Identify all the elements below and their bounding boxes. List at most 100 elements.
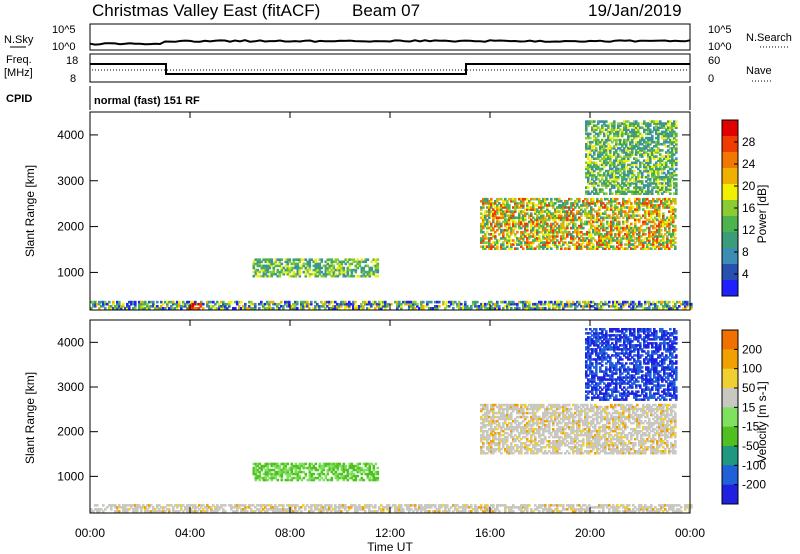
power-cell [585, 132, 588, 136]
power-cell [420, 302, 423, 306]
power-cell [248, 307, 251, 310]
velocity-cell [596, 506, 599, 509]
power-cell [342, 270, 346, 274]
velocity-cell [586, 510, 589, 513]
velocity-cell [106, 506, 109, 509]
power-cell [516, 239, 519, 242]
velocity-cell [368, 466, 372, 470]
velocity-cell [638, 504, 641, 507]
power-cell [635, 149, 638, 152]
power-cell [494, 210, 497, 213]
velocity-cell [272, 506, 275, 509]
velocity-cell [134, 508, 137, 511]
velocity-cell [372, 464, 376, 468]
velocity-cell [434, 506, 437, 509]
power-cell [568, 197, 571, 201]
power-cell [210, 307, 213, 310]
power-cell [500, 224, 503, 228]
power-cell [651, 169, 654, 173]
power-cell [675, 124, 678, 127]
power-cell [655, 161, 658, 165]
power-cell [657, 147, 660, 150]
power-cell [629, 140, 632, 144]
power-colorbar-tick-label: 24 [742, 157, 756, 171]
power-cell [648, 302, 651, 306]
power-cell [492, 220, 495, 224]
velocity-cell [284, 464, 288, 468]
power-cell [668, 216, 671, 220]
power-cell [587, 153, 590, 156]
velocity-cell [460, 506, 463, 509]
velocity-cell [536, 508, 539, 511]
power-cell [176, 305, 179, 308]
power-cell [520, 220, 523, 224]
velocity-cell [386, 504, 389, 507]
power-cell [548, 305, 551, 308]
power-cell [538, 222, 541, 226]
velocity-cell [480, 452, 483, 455]
power-cell [591, 140, 594, 144]
power-cell [610, 208, 613, 211]
power-cell [603, 120, 606, 123]
power-cell [366, 307, 369, 310]
power-cell [609, 167, 612, 171]
power-cell [280, 266, 284, 270]
power-cell [108, 300, 111, 304]
velocity-cell [366, 476, 370, 480]
power-cell [408, 302, 411, 306]
velocity-cell [98, 508, 101, 511]
velocity-cell [134, 510, 137, 513]
power-cell [658, 247, 661, 250]
velocity-cell [372, 476, 376, 480]
velocity-cell [180, 504, 183, 507]
power-cell [674, 202, 677, 205]
power-cell [516, 204, 519, 207]
velocity-cell [264, 478, 268, 482]
power-cell [645, 140, 648, 144]
power-cell [546, 214, 549, 217]
velocity-cell [354, 510, 357, 513]
power-cell [673, 153, 676, 156]
power-cell [150, 300, 153, 304]
power-cell [613, 120, 616, 123]
velocity-cell [322, 506, 325, 509]
power-cell [625, 180, 628, 183]
power-cell [638, 197, 641, 201]
power-cell [418, 307, 421, 310]
power-cell [595, 165, 598, 169]
power-cell [642, 243, 645, 246]
velocity-cell [286, 478, 290, 482]
power-cell [260, 300, 263, 304]
power-cell [598, 200, 601, 203]
power-cell [616, 228, 619, 232]
velocity-cell [340, 472, 344, 476]
velocity-cell [232, 510, 235, 513]
velocity-cell [150, 510, 153, 513]
power-cell [667, 132, 670, 136]
power-cell [288, 258, 292, 261]
velocity-cell [102, 510, 105, 513]
velocity-cell [138, 504, 141, 507]
velocity-cell [360, 468, 364, 472]
velocity-cell [624, 510, 627, 513]
power-cell [326, 270, 330, 274]
power-cell [598, 235, 601, 238]
power-colorbar-swatch [722, 216, 738, 233]
power-cell [306, 268, 310, 272]
power-cell [364, 260, 368, 264]
power-cell [336, 305, 339, 308]
power-cell [635, 190, 638, 193]
power-cell [584, 302, 587, 306]
power-cell [654, 222, 657, 226]
power-cell [597, 138, 600, 142]
velocity-cell [296, 466, 300, 470]
power-cell [669, 186, 672, 189]
velocity-cell [498, 510, 501, 513]
power-cell [116, 305, 119, 308]
power-cell [633, 134, 636, 138]
power-cell [340, 260, 344, 264]
power-cell [660, 302, 663, 306]
power-cell [639, 165, 642, 169]
power-cell [566, 230, 569, 234]
power-cell [366, 302, 369, 306]
